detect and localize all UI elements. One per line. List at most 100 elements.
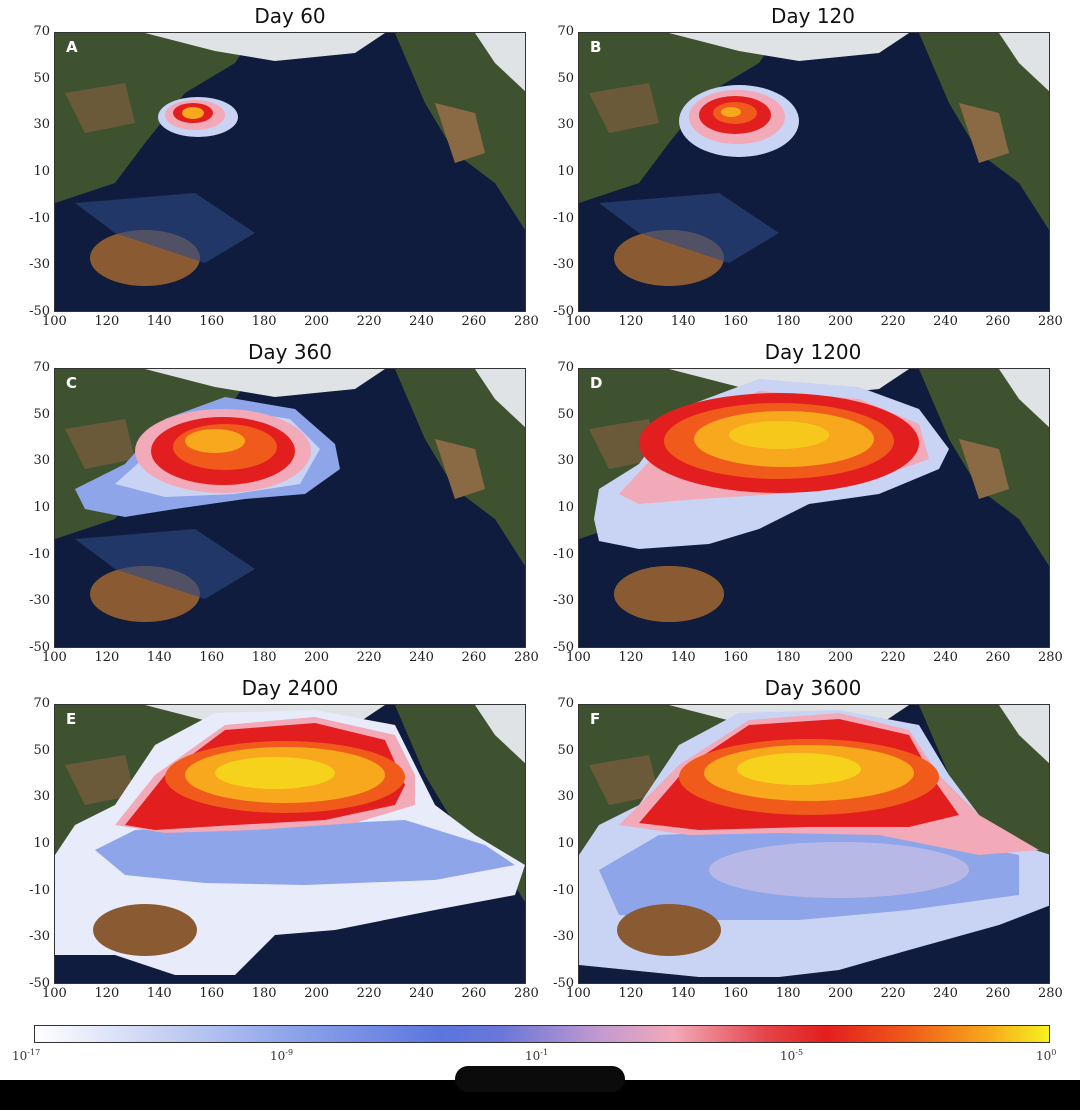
australia-land [93, 904, 197, 956]
us-desert [435, 103, 485, 163]
y-tick-label: 10 [557, 164, 574, 179]
y-tick-label: 70 [557, 696, 574, 711]
x-tick-label: 200 [828, 314, 854, 329]
x-tick-label: 100 [566, 650, 591, 665]
australia-land [617, 904, 721, 956]
y-tick-label: -30 [553, 593, 574, 609]
colorbar-label-max: 100 [1036, 1048, 1057, 1063]
x-tick-label: 200 [304, 650, 330, 665]
x-tick-label: 240 [933, 314, 958, 329]
x-tick-label: 100 [566, 314, 591, 329]
x-tick-label: 280 [514, 314, 539, 329]
y-tick-label: -30 [29, 929, 50, 945]
y-tick-label: -30 [553, 257, 574, 273]
map-d-svg [579, 369, 1049, 647]
shelf-shallow [599, 193, 779, 263]
y-tick-label: 70 [33, 696, 50, 711]
y-tick-label: -10 [29, 210, 50, 226]
y-tick-label: 50 [557, 406, 574, 422]
y-tick-label: 50 [557, 742, 574, 758]
arctic-snow [145, 369, 385, 397]
x-tick-label: 260 [461, 314, 487, 329]
map-panel-b [578, 32, 1050, 312]
map-panel-c [54, 368, 526, 648]
panel-letter-c: C [66, 374, 78, 392]
map-panel-d [578, 368, 1050, 648]
y-tick-label: -30 [553, 929, 574, 945]
us-desert [959, 103, 1009, 163]
x-tick-label: 140 [670, 986, 696, 1001]
x-tick-label: 280 [514, 986, 539, 1001]
y-tick-label: 50 [33, 742, 50, 758]
x-tick-label: 140 [670, 650, 696, 665]
canada-snow [999, 369, 1049, 428]
x-tick-label: 100 [42, 314, 67, 329]
panel-title-c: Day 360 [247, 340, 333, 364]
x-tick-label: 200 [828, 650, 854, 665]
map-f-svg [579, 705, 1049, 983]
x-tick-label: 120 [618, 986, 644, 1001]
y-tick-label: 70 [33, 360, 50, 375]
canada-snow [475, 705, 525, 764]
colorbar-label-4: 10-5 [780, 1048, 804, 1063]
x-tick-label: 240 [409, 650, 434, 665]
panel-title-e: Day 2400 [241, 676, 339, 700]
y-tick-label: 30 [557, 117, 574, 133]
x-tick-label: 220 [356, 314, 382, 329]
x-tick-label: 260 [985, 314, 1011, 329]
y-tick-label: 10 [33, 164, 50, 179]
y-tick-label: -10 [553, 546, 574, 562]
shelf-shallow [75, 529, 255, 599]
x-tick-label: 160 [199, 650, 225, 665]
x-tick-label: 200 [304, 986, 330, 1001]
x-tick-label: 280 [1038, 314, 1063, 329]
asia-land [579, 33, 779, 203]
y-tick-label: 30 [33, 789, 50, 805]
x-tick-label: 220 [880, 314, 906, 329]
x-tick-label: 280 [1038, 986, 1063, 1001]
y-tick-label: 30 [33, 117, 50, 133]
y-tick-label: 50 [33, 406, 50, 422]
x-tick-label: 120 [94, 986, 120, 1001]
y-tick-label: -10 [29, 882, 50, 898]
y-tick-label: 30 [33, 453, 50, 469]
y-tick-label: 70 [557, 24, 574, 39]
x-tick-label: 160 [199, 314, 225, 329]
y-tick-label: 10 [557, 836, 574, 851]
panel-title-a: Day 60 [254, 4, 326, 28]
y-tick-label: -50 [553, 640, 574, 655]
asia-desert [589, 419, 659, 469]
y-tick-label: -10 [553, 210, 574, 226]
us-desert [435, 439, 485, 499]
x-tick-label: 280 [1038, 650, 1063, 665]
asia-desert [65, 83, 135, 133]
x-tick-label: 200 [828, 986, 854, 1001]
map-c-svg [55, 369, 525, 647]
y-tick-label: -10 [29, 546, 50, 562]
colorbar-label-3: 10-1 [525, 1048, 549, 1063]
y-tick-label: -10 [553, 882, 574, 898]
x-tick-label: 180 [251, 650, 277, 665]
x-tick-label: 160 [723, 650, 749, 665]
plume-b [679, 85, 799, 157]
panel-letter-a: A [66, 38, 78, 56]
x-tick-label: 140 [146, 314, 172, 329]
watermark-blob [455, 1066, 625, 1092]
x-tick-label: 200 [304, 314, 330, 329]
x-tick-label: 280 [514, 650, 539, 665]
y-tick-label: 10 [557, 500, 574, 515]
y-tick-label: 70 [557, 360, 574, 375]
panel-title-d: Day 1200 [764, 340, 862, 364]
y-tick-label: -50 [553, 304, 574, 319]
x-tick-label: 160 [723, 986, 749, 1001]
x-tick-label: 180 [775, 986, 801, 1001]
australia-land-overlay [614, 566, 724, 622]
x-tick-label: 100 [42, 986, 67, 1001]
y-tick-label: -30 [29, 257, 50, 273]
x-tick-label: 220 [880, 650, 906, 665]
panel-title-f: Day 3600 [764, 676, 862, 700]
map-panel-e [54, 704, 526, 984]
x-tick-label: 260 [461, 650, 487, 665]
y-tick-label: 50 [557, 70, 574, 86]
x-tick-label: 120 [94, 650, 120, 665]
